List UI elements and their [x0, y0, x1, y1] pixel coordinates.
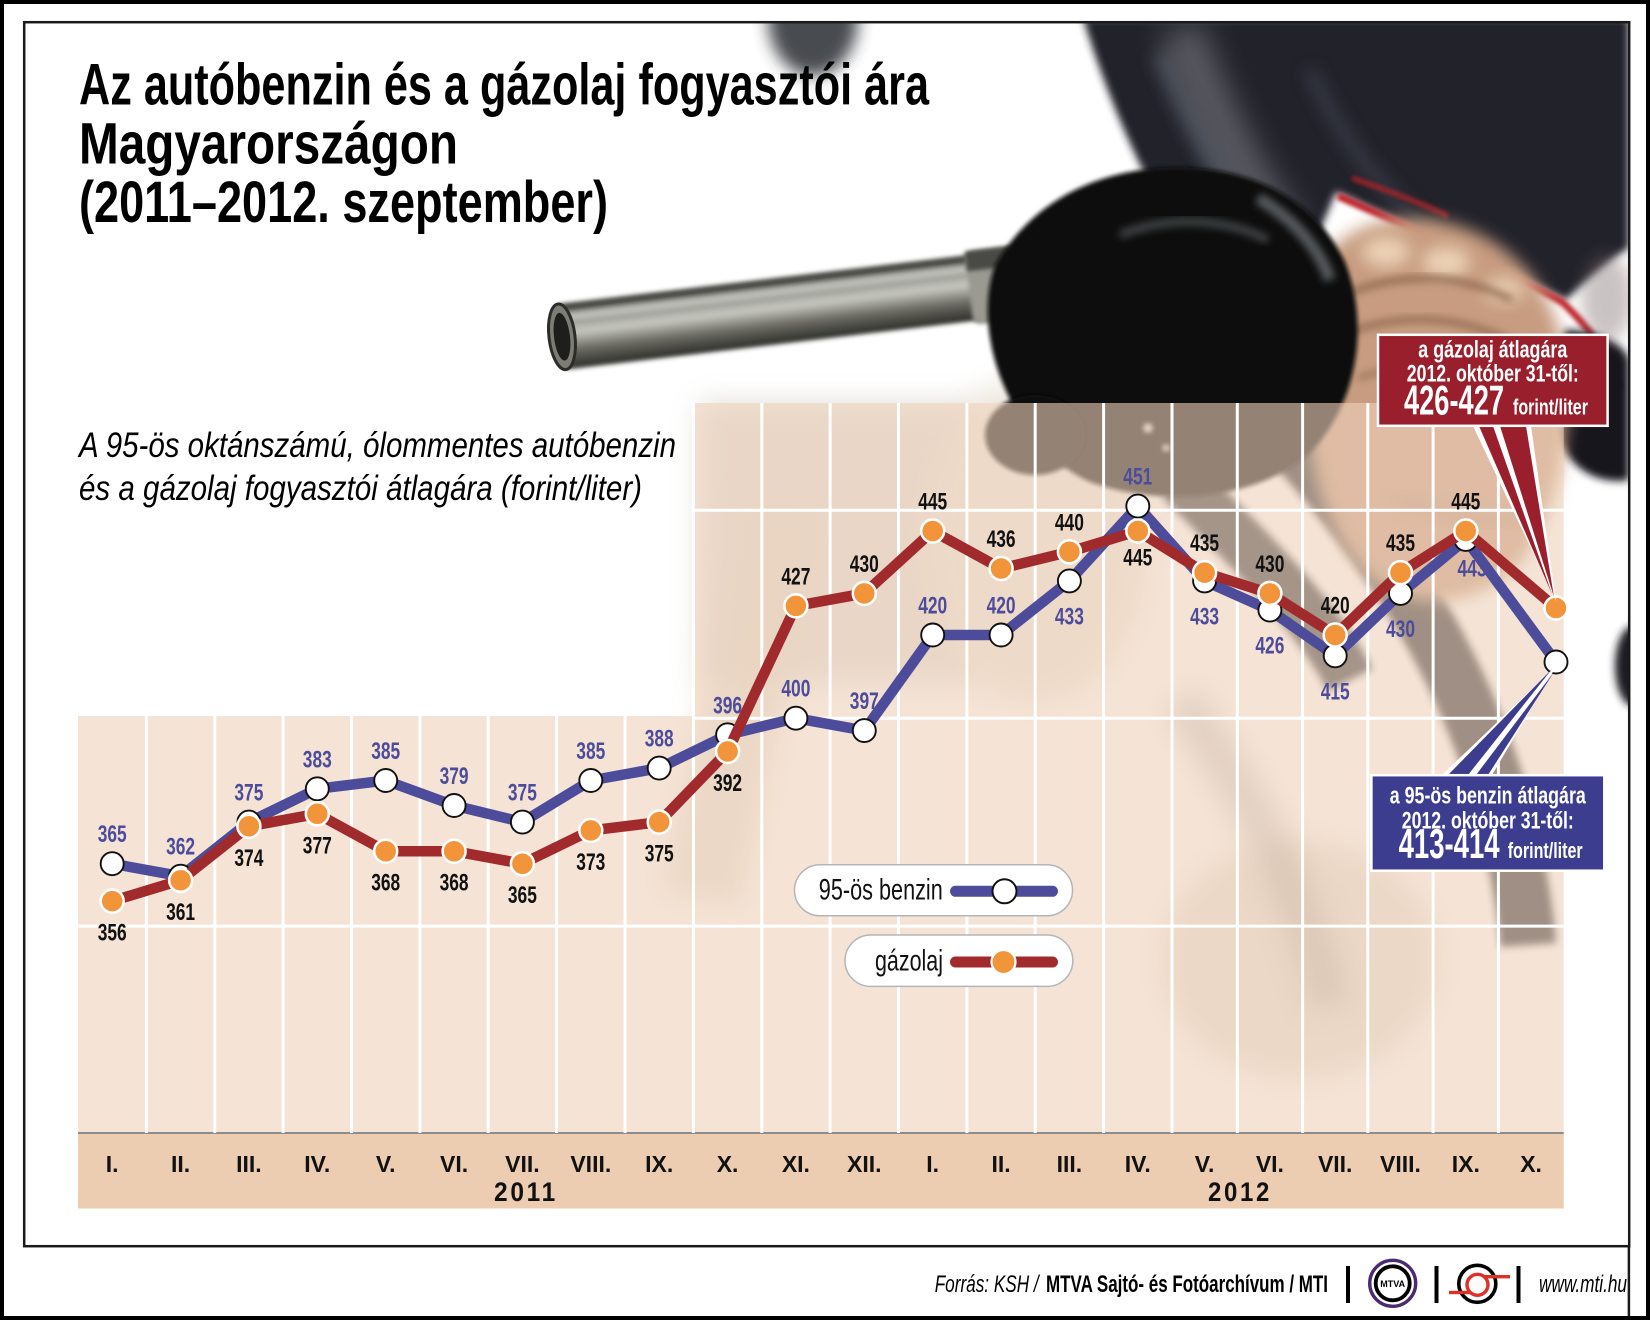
svg-text:443: 443 [1458, 556, 1487, 583]
svg-text:420: 420 [918, 593, 947, 620]
svg-text:445: 445 [918, 489, 947, 516]
svg-text:gázolaj: gázolaj [875, 945, 943, 978]
svg-text:XII.: XII. [847, 1151, 882, 1177]
svg-text:426: 426 [1255, 633, 1284, 660]
svg-text:IV.: IV. [304, 1151, 330, 1177]
svg-text:451: 451 [1123, 464, 1152, 491]
svg-text:I.: I. [106, 1151, 119, 1177]
svg-text:361: 361 [166, 899, 195, 926]
svg-text:V.: V. [376, 1151, 396, 1177]
svg-text:V.: V. [1195, 1151, 1215, 1177]
svg-text:MTVA: MTVA [1380, 1279, 1405, 1289]
svg-text:95-ös benzin: 95-ös benzin [819, 874, 943, 907]
svg-text:III.: III. [1057, 1151, 1083, 1177]
svg-text:375: 375 [234, 780, 263, 807]
svg-text:2012. október 31-től:: 2012. október 31-től: [1402, 808, 1574, 835]
svg-text:368: 368 [371, 870, 400, 897]
svg-text:a 95-ös benzin átlagára: a 95-ös benzin átlagára [1390, 783, 1586, 810]
svg-text:forint/liter: forint/liter [1508, 838, 1583, 863]
svg-text:377: 377 [303, 832, 332, 859]
svg-text:MTVA Sajtó- és Fotóarchívum /: MTVA Sajtó- és Fotóarchívum / MTI [1046, 1271, 1328, 1298]
svg-text:440: 440 [1055, 509, 1084, 536]
svg-text:362: 362 [166, 834, 195, 861]
svg-text:VIII.: VIII. [1380, 1151, 1421, 1177]
svg-text:X.: X. [1520, 1151, 1542, 1177]
svg-text:385: 385 [576, 738, 605, 765]
svg-text:435: 435 [1190, 530, 1219, 557]
svg-text:VII.: VII. [505, 1151, 540, 1177]
svg-text:2012. október 31-től:: 2012. október 31-től: [1407, 360, 1579, 387]
svg-text:433: 433 [1190, 603, 1219, 630]
svg-text:420: 420 [987, 593, 1016, 620]
svg-text:433: 433 [1055, 603, 1084, 630]
svg-text:Forrás: KSH /: Forrás: KSH / [935, 1271, 1041, 1298]
svg-text:Magyarországon: Magyarországon [79, 111, 458, 176]
svg-text:IX.: IX. [645, 1151, 673, 1177]
svg-text:Az autóbenzin és a gázolaj fog: Az autóbenzin és a gázolaj fogyasztói ár… [79, 53, 930, 118]
svg-text:435: 435 [1386, 530, 1415, 557]
svg-text:www.mti.hu: www.mti.hu [1539, 1271, 1627, 1298]
svg-text:430: 430 [1386, 616, 1415, 643]
svg-text:436: 436 [987, 526, 1016, 553]
svg-text:375: 375 [645, 841, 674, 868]
svg-text:IV.: IV. [1125, 1151, 1151, 1177]
svg-text:385: 385 [371, 738, 400, 765]
svg-text:374: 374 [234, 845, 263, 872]
svg-text:forint/liter: forint/liter [1513, 394, 1588, 419]
svg-text:(2011–2012. szeptember): (2011–2012. szeptember) [79, 170, 608, 235]
svg-text:413-414: 413-414 [1399, 820, 1500, 867]
svg-text:415: 415 [1321, 678, 1350, 705]
svg-text:VIII.: VIII. [570, 1151, 611, 1177]
svg-text:2011: 2011 [494, 1177, 558, 1207]
svg-text:379: 379 [440, 763, 469, 790]
svg-text:430: 430 [1255, 551, 1284, 578]
svg-text:397: 397 [850, 688, 879, 715]
svg-text:A 95-ös oktánszámú, ólommentes: A 95-ös oktánszámú, ólommentes autóbenzi… [77, 426, 676, 465]
svg-text:IX.: IX. [1452, 1151, 1480, 1177]
svg-text:426-427: 426-427 [1404, 376, 1504, 423]
svg-text:388: 388 [645, 726, 674, 753]
svg-text:445: 445 [1123, 545, 1152, 572]
svg-text:II.: II. [992, 1151, 1011, 1177]
svg-text:és a gázolaj fogyasztói átlagá: és a gázolaj fogyasztói átlagára (forint… [79, 469, 642, 508]
svg-text:XI.: XI. [782, 1151, 810, 1177]
svg-text:365: 365 [508, 882, 537, 909]
svg-text:430: 430 [850, 551, 879, 578]
svg-text:365: 365 [98, 821, 127, 848]
svg-text:400: 400 [781, 676, 810, 703]
svg-text:III.: III. [236, 1151, 262, 1177]
svg-text:383: 383 [303, 746, 332, 773]
svg-text:356: 356 [98, 920, 127, 947]
svg-text:368: 368 [440, 870, 469, 897]
svg-text:396: 396 [713, 692, 742, 719]
svg-text:VII.: VII. [1318, 1151, 1353, 1177]
svg-text:445: 445 [1451, 489, 1480, 516]
svg-text:375: 375 [508, 780, 537, 807]
svg-text:373: 373 [576, 849, 605, 876]
svg-text:420: 420 [1321, 593, 1350, 620]
svg-text:392: 392 [713, 770, 742, 797]
svg-text:2012: 2012 [1208, 1177, 1272, 1207]
svg-text:VI.: VI. [1256, 1151, 1284, 1177]
svg-text:VI.: VI. [440, 1151, 468, 1177]
svg-text:I.: I. [926, 1151, 939, 1177]
svg-text:X.: X. [717, 1151, 739, 1177]
svg-text:II.: II. [171, 1151, 190, 1177]
svg-text:427: 427 [781, 563, 810, 590]
svg-text:a gázolaj átlagára: a gázolaj átlagára [1418, 337, 1567, 364]
